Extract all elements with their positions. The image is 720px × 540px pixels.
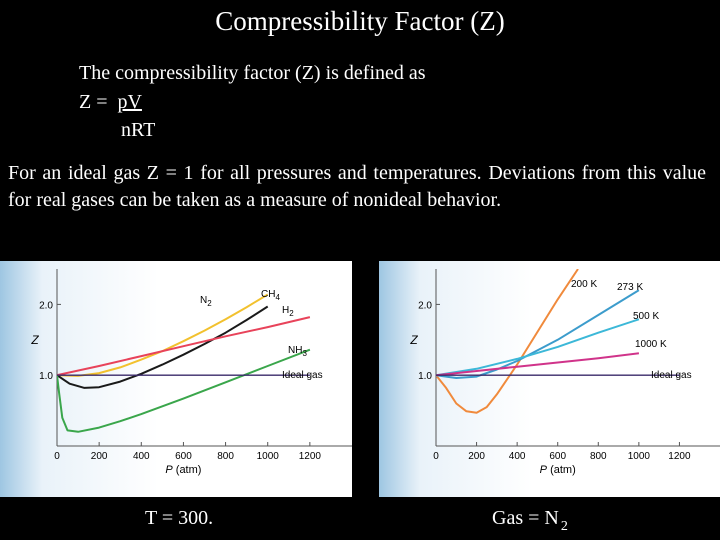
x-tick-label: 800 — [217, 451, 234, 462]
temperature-caption: T = 300. — [145, 507, 214, 529]
x-tick-label: 200 — [468, 451, 485, 462]
gas-caption-text: Gas = N — [492, 507, 559, 529]
x-tick-label: 1000 — [257, 451, 280, 462]
series-label-273-k: 273 K — [617, 282, 643, 293]
y-axis-label: Z — [30, 333, 39, 347]
series-label-1000-k: 1000 K — [635, 339, 667, 350]
series-line-1000-k — [436, 352, 640, 377]
definition-intro: The compressibility factor (Z) is define… — [79, 62, 426, 84]
series-label-ideal-gas: Ideal gas — [651, 370, 692, 381]
series-line-ch4 — [57, 305, 269, 389]
series-label-h2: H2 — [282, 305, 294, 318]
x-tick-label: 200 — [91, 451, 108, 462]
x-tick-label: 800 — [590, 451, 607, 462]
slide-title: Compressibility Factor (Z) — [215, 6, 505, 36]
series-label-ideal-gas: Ideal gas — [282, 370, 323, 381]
equation-denominator: nRT — [121, 119, 156, 141]
x-tick-label: 1200 — [299, 451, 322, 462]
series-label-ch4: CH4 — [261, 289, 280, 302]
y-tick-label: 2.0 — [39, 300, 53, 311]
series-label-n2: N2 — [200, 295, 212, 308]
temperature-comparison-chart-panel: 0 200 400 600 800 1000 1200 1.0 2.0 Z P (atm) 200 K… — [379, 261, 720, 497]
equation-numerator: pV — [117, 91, 142, 113]
y-tick-label: 1.0 — [39, 371, 53, 382]
y-axis-label: Z — [409, 333, 418, 347]
series-line-273-k — [436, 289, 640, 379]
x-tick-label: 600 — [549, 451, 566, 462]
series-line-h2 — [57, 316, 311, 377]
x-tick-label: 0 — [54, 451, 60, 462]
gas-comparison-chart: 0 200 400 600 800 1000 1200 1.0 2.0 Z P (atm) N2 CH4… — [30, 269, 352, 476]
gas-caption-subscript: 2 — [560, 519, 568, 534]
series-label-500-k: 500 K — [633, 311, 659, 322]
series-line-nh3 — [57, 348, 311, 433]
x-tick-label: 400 — [509, 451, 526, 462]
x-axis-label: P (atm) — [540, 464, 576, 476]
x-tick-label: 400 — [133, 451, 150, 462]
series-line-500-k — [436, 318, 640, 377]
y-tick-label: 2.0 — [418, 300, 432, 311]
temperature-comparison-chart: 0 200 400 600 800 1000 1200 1.0 2.0 Z P (atm) 200 K… — [409, 269, 720, 476]
x-tick-label: 1200 — [668, 451, 691, 462]
x-tick-label: 1000 — [628, 451, 651, 462]
series-line-200-k — [436, 269, 579, 414]
equation-lhs: Z = — [79, 91, 108, 113]
x-tick-label: 0 — [433, 451, 439, 462]
ideal-gas-paragraph: For an ideal gas Z = 1 for all pressures… — [8, 162, 706, 211]
y-tick-label: 1.0 — [418, 371, 432, 382]
equation-line: Z = pV — [79, 91, 142, 114]
x-tick-label: 600 — [175, 451, 192, 462]
series-label-200-k: 200 K — [571, 279, 597, 290]
gas-comparison-chart-panel: 0 200 400 600 800 1000 1200 1.0 2.0 Z P (atm) N2 CH4… — [0, 261, 352, 497]
x-axis-label: P (atm) — [165, 464, 201, 476]
series-label-nh3: NH3 — [288, 345, 307, 358]
